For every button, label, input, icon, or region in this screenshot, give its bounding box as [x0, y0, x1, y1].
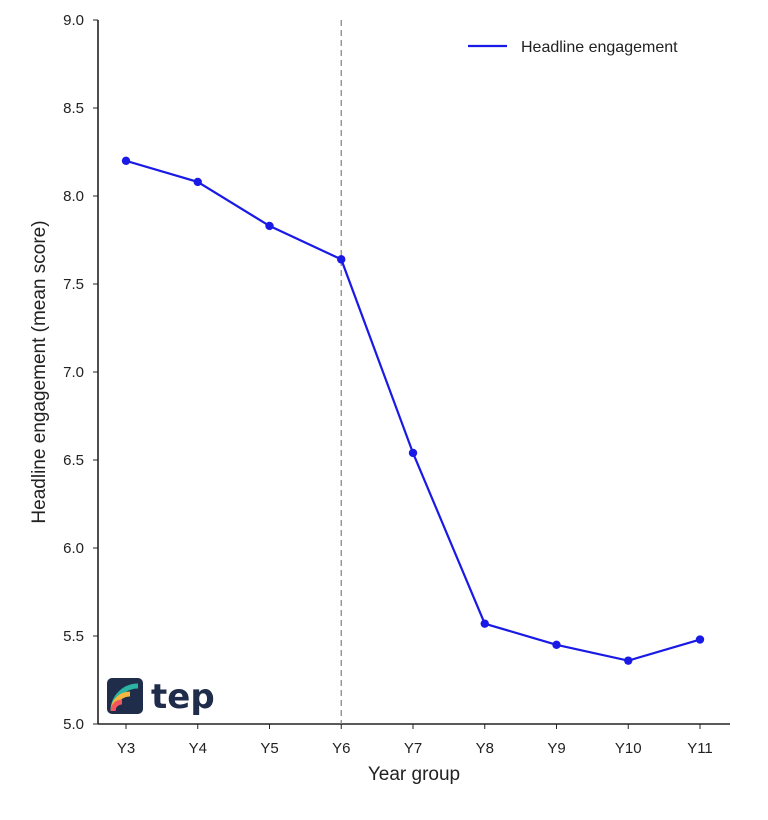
data-point-y6: [337, 255, 346, 264]
x-tick-label-y9: Y9: [547, 740, 565, 757]
logo-arc-red: [110, 699, 123, 712]
tep-logo: tep: [107, 677, 215, 717]
x-axis-title: Year group: [368, 764, 460, 785]
data-point-group: [121, 156, 705, 665]
data-point-y10: [624, 656, 633, 665]
legend-label: Headline engagement: [521, 39, 678, 56]
x-tick-label-y6: Y6: [332, 740, 350, 757]
data-point-y4: [193, 177, 202, 187]
data-point-y5: [265, 221, 274, 231]
y-tick-label: 9.0: [63, 12, 84, 29]
x-tick-label-y8: Y8: [476, 740, 494, 757]
x-tick-label-y3: Y3: [117, 740, 135, 757]
y-tick-label: 8.5: [63, 100, 84, 117]
series-line-headline-engagement: [125, 159, 701, 662]
x-tick-label-y10: Y10: [615, 740, 642, 757]
x-tick-label-y11: Y11: [687, 740, 713, 757]
x-tick-label-y5: Y5: [260, 740, 278, 757]
x-tick-label-y7: Y7: [404, 740, 422, 757]
legend: Headline engagement: [468, 39, 678, 56]
y-tick-label: 5.0: [63, 716, 84, 733]
logo-wordmark: tep: [151, 677, 215, 717]
data-point-y8: [480, 619, 489, 628]
y-tick-label: 8.0: [63, 188, 84, 205]
x-tick-group: Y3 Y4 Y5 Y6 Y7 Y8 Y9 Y10 Y11: [117, 724, 713, 757]
y-tick-label: 5.5: [63, 628, 84, 645]
data-point-y9: [552, 640, 561, 649]
y-tick-label: 6.0: [63, 540, 84, 557]
data-point-y7: [408, 448, 418, 458]
data-point-y11: [695, 635, 705, 644]
y-tick-label: 6.5: [63, 452, 84, 469]
y-tick-label: 7.5: [63, 276, 84, 293]
x-tick-label-y4: Y4: [189, 740, 207, 757]
y-tick-label: 7.0: [63, 364, 84, 381]
data-point-y3: [121, 156, 131, 165]
y-tick-group: 5.0 5.5 6.0 6.5 7.0 7.5 8.0 8.5 9.0: [63, 12, 98, 733]
y-axis-title: Headline engagement (mean score): [29, 220, 50, 523]
